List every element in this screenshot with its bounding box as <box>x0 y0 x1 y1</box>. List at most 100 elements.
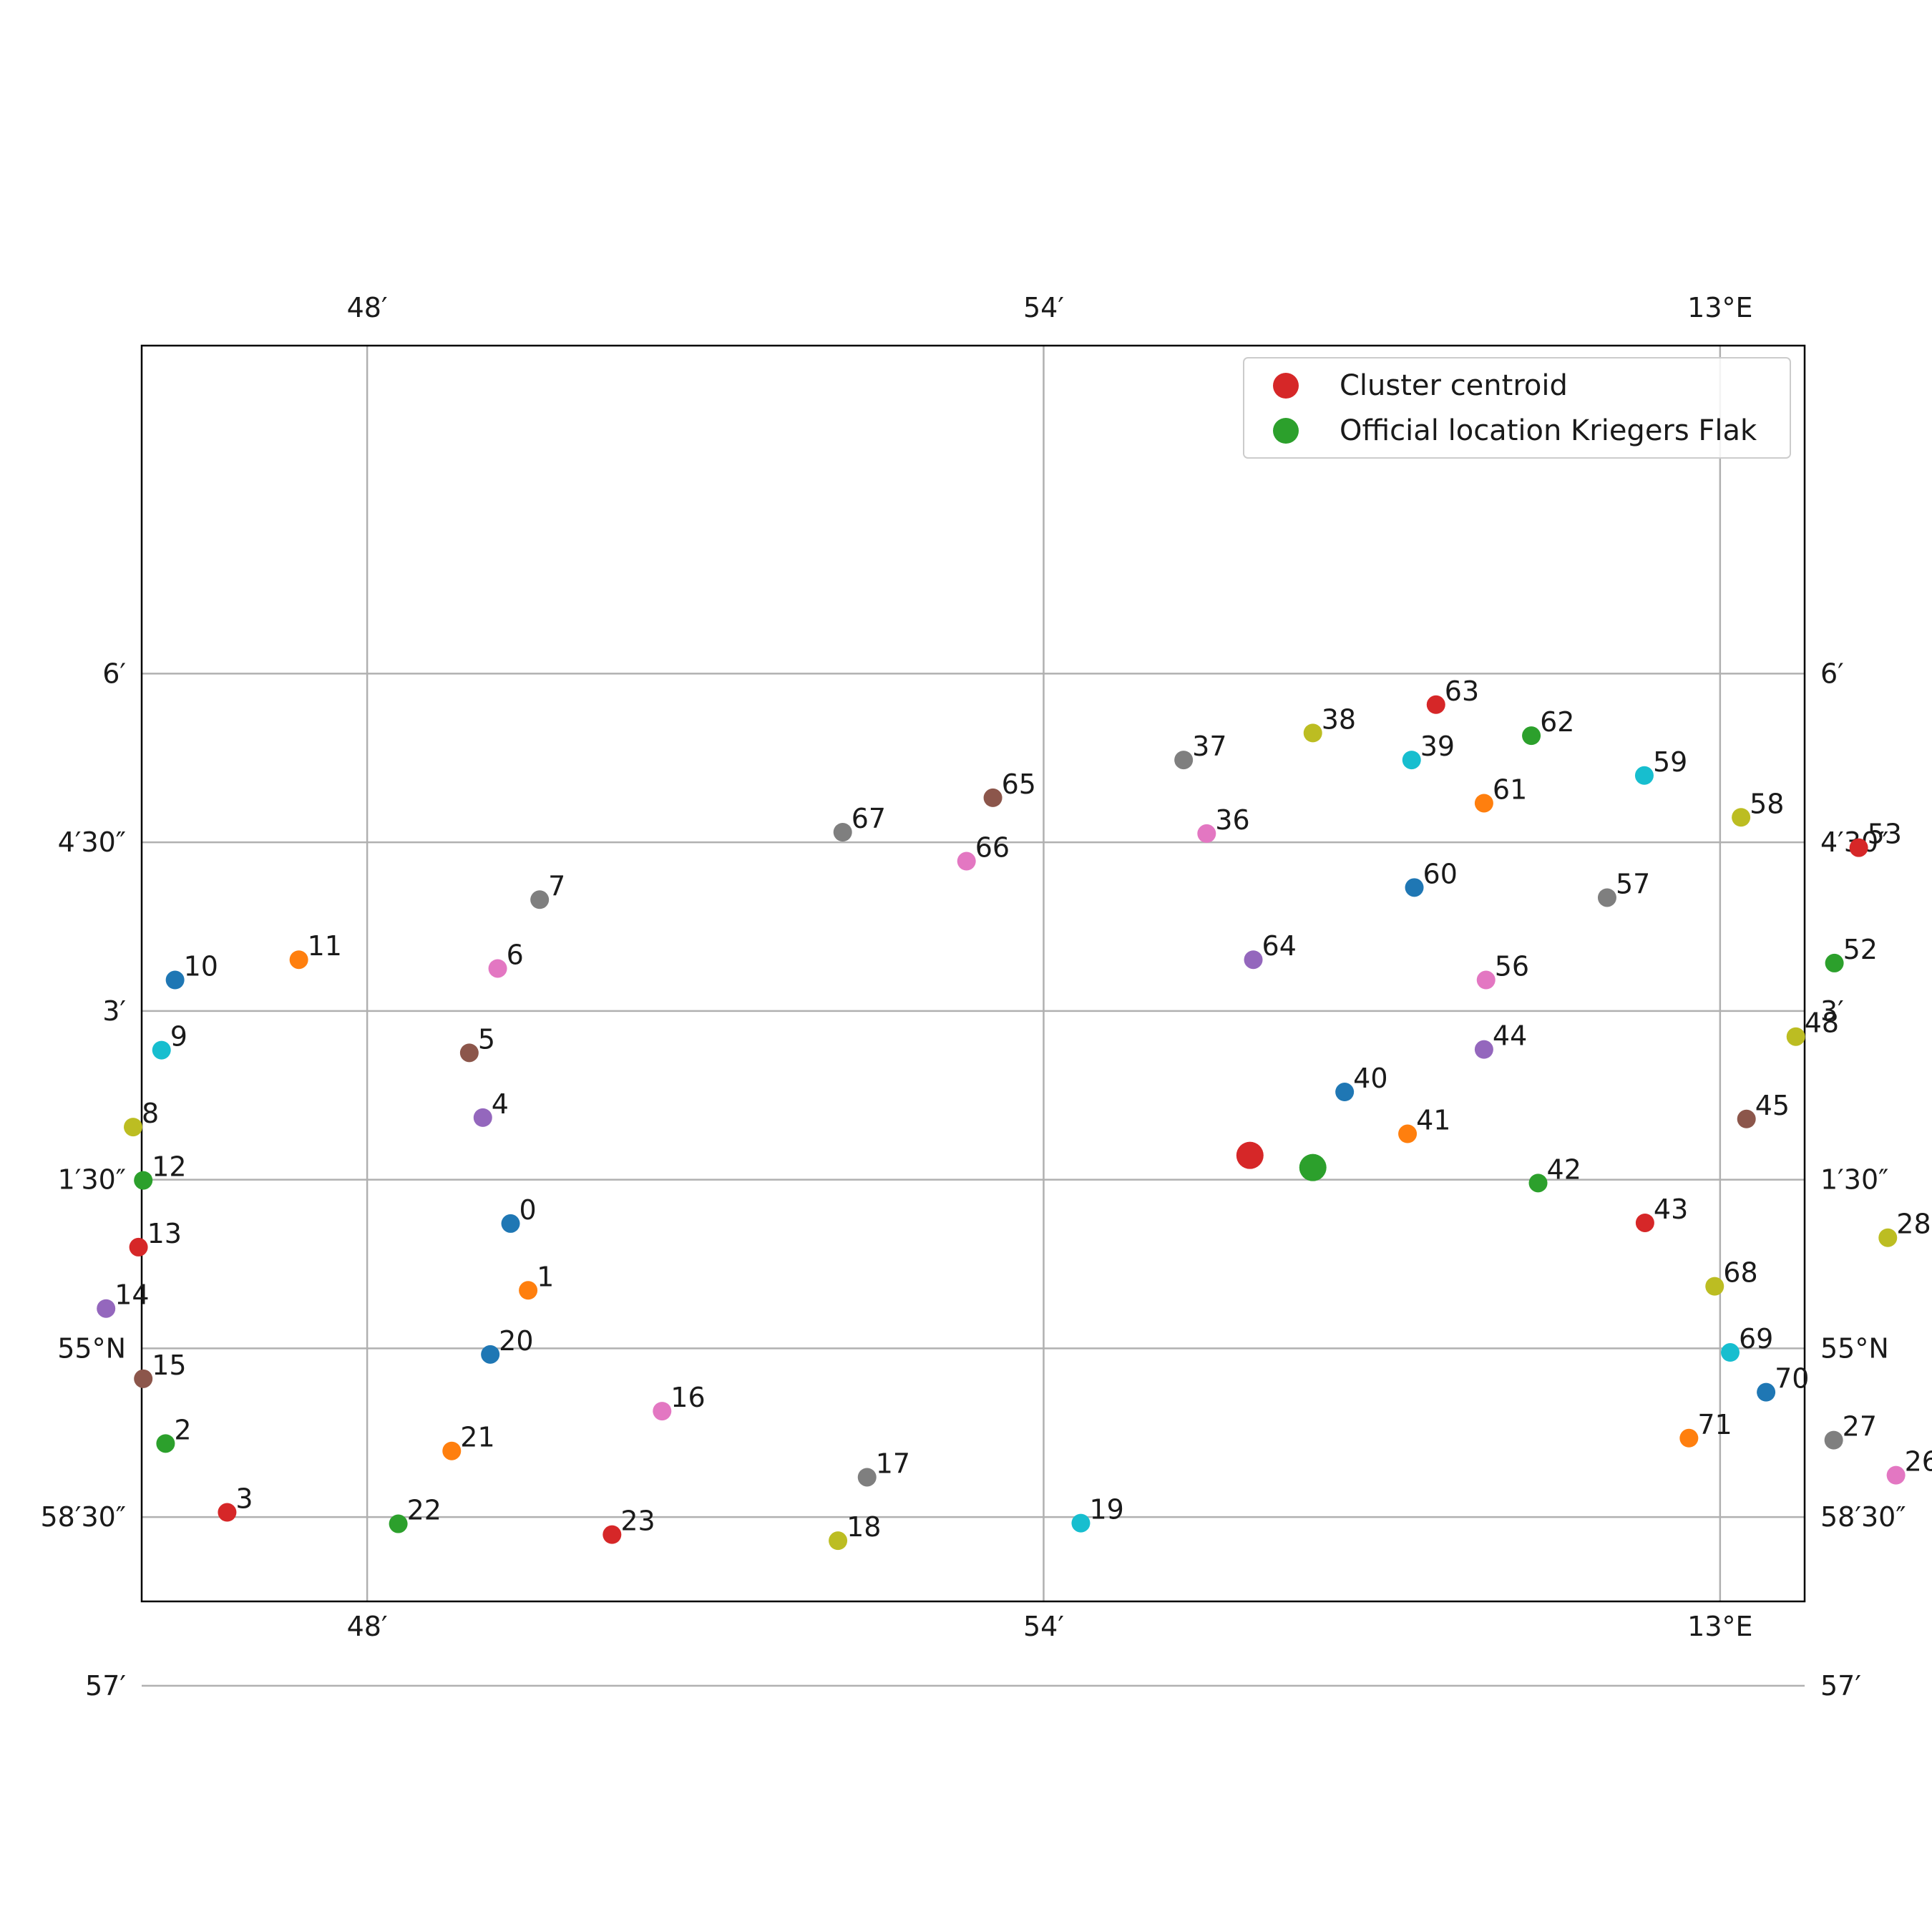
turbine-point <box>1522 726 1541 746</box>
x-tick-label-bottom: 48′ <box>347 1611 388 1642</box>
turbine-point <box>501 1214 520 1233</box>
turbine-point <box>1721 1343 1740 1362</box>
turbine-point <box>1398 1124 1418 1143</box>
turbine-point-label: 17 <box>876 1448 910 1479</box>
legend-official-marker <box>1273 418 1299 444</box>
map-frame <box>140 344 1806 1603</box>
turbine-point <box>1705 1277 1724 1296</box>
turbine-point-label: 12 <box>152 1151 186 1183</box>
turbine-point <box>442 1441 462 1460</box>
turbine-point <box>473 1108 492 1127</box>
turbine-point-label: 44 <box>1493 1020 1527 1052</box>
turbine-point <box>1071 1513 1091 1533</box>
turbine-point-label: 26 <box>1905 1446 1932 1478</box>
grid-lines <box>142 346 1805 1687</box>
turbine-point-label: 63 <box>1445 675 1479 707</box>
turbine-point-label: 4 <box>492 1088 509 1120</box>
turbine-point-label: 37 <box>1192 731 1226 762</box>
turbine-point-label: 28 <box>1896 1209 1931 1240</box>
legend-centroid-marker <box>1273 373 1299 399</box>
turbine-point <box>1244 950 1263 970</box>
turbine-point-label: 42 <box>1547 1153 1581 1185</box>
official-location-marker <box>1299 1153 1327 1181</box>
turbine-point <box>1174 751 1194 770</box>
y-tick-label-left: 6′ <box>102 658 126 689</box>
turbine-point-label: 22 <box>407 1495 441 1526</box>
x-tick-label-top: 13°E <box>1687 292 1752 323</box>
turbine-point-label: 68 <box>1723 1257 1757 1289</box>
turbine-point <box>1737 1109 1756 1128</box>
turbine-point <box>1786 1027 1805 1046</box>
turbine-point <box>983 788 1002 807</box>
legend-official-label: Official location Kriegers Flak <box>1340 414 1757 447</box>
turbine-point <box>1405 878 1424 897</box>
turbine-point-label: 65 <box>1002 769 1036 800</box>
turbine-point <box>1886 1465 1906 1485</box>
turbine-point <box>1476 970 1496 990</box>
y-tick-label-left: 57′ <box>85 1670 126 1702</box>
turbine-point <box>1849 838 1868 857</box>
turbine-point <box>833 822 852 841</box>
turbine-point-label: 20 <box>499 1325 533 1357</box>
turbine-point-label: 67 <box>852 803 886 834</box>
turbine-point-label: 48 <box>1805 1008 1839 1039</box>
turbine-point-label: 62 <box>1540 706 1574 738</box>
turbine-point <box>1402 751 1421 770</box>
legend: Cluster centroid Official location Krieg… <box>1243 357 1791 459</box>
turbine-point-label: 13 <box>147 1218 182 1249</box>
turbine-point-label: 21 <box>460 1422 494 1453</box>
turbine-point-label: 23 <box>620 1506 655 1537</box>
y-tick-label-right: 6′ <box>1820 658 1844 689</box>
turbine-points: 0123456789101112131415161718192021222324… <box>97 675 1932 1551</box>
turbine-point-label: 0 <box>519 1194 537 1226</box>
turbine-point-label: 1 <box>537 1261 554 1292</box>
turbine-point-label: 9 <box>170 1021 187 1053</box>
turbine-point-label: 2 <box>174 1414 191 1445</box>
y-tick-label-right: 3′ <box>1820 995 1844 1027</box>
y-tick-label-right: 1′30″ <box>1820 1164 1888 1196</box>
turbine-point <box>1597 888 1616 907</box>
turbine-point <box>1757 1382 1776 1402</box>
turbine-point <box>653 1402 672 1421</box>
turbine-point <box>218 1503 237 1522</box>
turbine-point <box>857 1468 877 1487</box>
turbine-point <box>829 1531 848 1551</box>
turbine-point <box>602 1525 622 1544</box>
turbine-point <box>1474 794 1493 813</box>
y-tick-label-right: 57′ <box>1820 1670 1861 1702</box>
turbine-point <box>1528 1174 1548 1193</box>
turbine-point <box>1732 808 1751 827</box>
turbine-point-label: 19 <box>1089 1494 1123 1526</box>
y-tick-label-right: 58′30″ <box>1820 1501 1906 1533</box>
special-markers <box>1236 1141 1327 1181</box>
turbine-point <box>289 950 308 970</box>
turbine-point-label: 18 <box>847 1511 881 1543</box>
turbine-point-label: 16 <box>670 1382 705 1413</box>
turbine-point-label: 69 <box>1739 1323 1773 1355</box>
turbine-point <box>389 1514 408 1533</box>
cluster-centroid-marker <box>1236 1141 1264 1169</box>
turbine-point-label: 36 <box>1215 804 1249 836</box>
turbine-point-label: 58 <box>1750 788 1784 819</box>
turbine-point <box>1474 1040 1493 1059</box>
turbine-point-label: 8 <box>142 1098 159 1129</box>
turbine-point <box>134 1369 153 1388</box>
turbine-point-label: 15 <box>152 1350 186 1381</box>
turbine-point <box>481 1345 500 1364</box>
x-tick-label-top: 48′ <box>347 292 388 323</box>
turbine-point <box>459 1043 479 1063</box>
turbine-point <box>129 1237 148 1257</box>
turbine-point <box>519 1281 538 1300</box>
turbine-point-label: 7 <box>548 870 565 902</box>
turbine-point-label: 60 <box>1423 858 1458 889</box>
turbine-point <box>165 970 185 990</box>
turbine-point <box>1679 1428 1699 1448</box>
turbine-point-label: 27 <box>1843 1411 1877 1443</box>
turbine-point <box>1197 824 1216 843</box>
turbine-point-label: 41 <box>1416 1105 1450 1136</box>
turbine-point-label: 3 <box>235 1483 253 1515</box>
turbine-point-label: 71 <box>1697 1409 1732 1440</box>
turbine-point-label: 6 <box>507 939 524 970</box>
turbine-point <box>1635 1213 1654 1232</box>
turbine-point-label: 57 <box>1616 868 1650 899</box>
